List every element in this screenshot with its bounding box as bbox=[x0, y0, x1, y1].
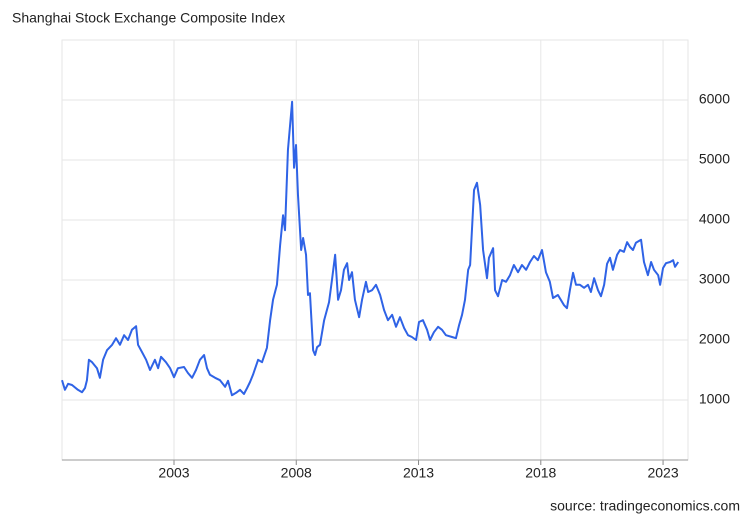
chart-title: Shanghai Stock Exchange Composite Index bbox=[12, 10, 285, 26]
source-note: source: tradingeconomics.com bbox=[550, 498, 740, 514]
x-tick-label: 2018 bbox=[525, 465, 556, 481]
y-tick-label: 4000 bbox=[699, 211, 730, 227]
x-tick-label: 2013 bbox=[403, 465, 434, 481]
y-tick-label: 5000 bbox=[699, 151, 730, 167]
plot-frame bbox=[61, 39, 689, 461]
x-tick-label: 2003 bbox=[158, 465, 189, 481]
y-tick-label: 3000 bbox=[699, 271, 730, 287]
x-tick-label: 2023 bbox=[647, 465, 678, 481]
price-line bbox=[61, 100, 680, 397]
y-tick-label: 1000 bbox=[699, 391, 730, 407]
x-tick-label: 2008 bbox=[281, 465, 312, 481]
y-tick-label: 6000 bbox=[699, 91, 730, 107]
y-tick-label: 2000 bbox=[699, 331, 730, 347]
